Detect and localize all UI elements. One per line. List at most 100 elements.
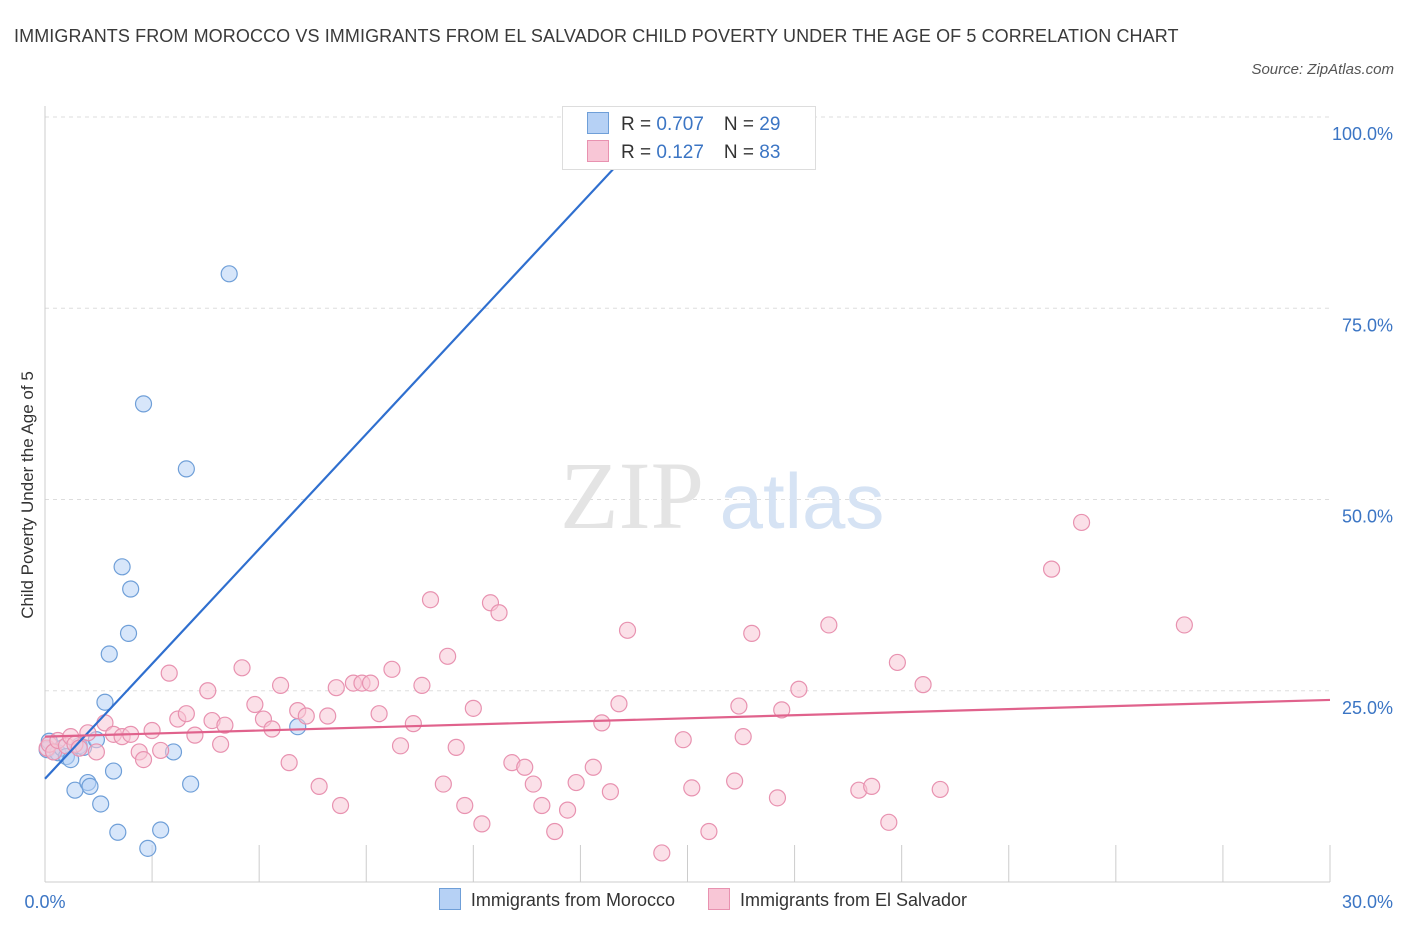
point-morocco [152,821,170,839]
point-elsalvador [618,621,637,639]
point-elsalvador [734,728,752,746]
point-morocco [96,693,114,711]
point-elsalvador [271,676,290,694]
point-elsalvador [297,707,315,725]
point-elsalvador [683,779,701,797]
point-elsalvador [186,726,204,744]
point-elsalvador [567,773,585,792]
trend-line-elsalvador [44,698,1331,738]
point-elsalvador [134,750,153,769]
point-elsalvador [404,715,422,733]
point-elsalvador [370,705,388,723]
point-morocco [134,395,153,413]
point-elsalvador [914,676,932,694]
point-elsalvador [863,777,881,795]
point-morocco [92,795,110,813]
point-elsalvador [1072,513,1091,532]
point-elsalvador [421,591,440,609]
point-elsalvador [888,653,906,672]
point-elsalvador [331,796,350,815]
point-elsalvador [177,705,195,723]
point-elsalvador [773,701,791,719]
x-tick-label: 0.0% [24,892,65,912]
point-elsalvador [456,796,474,815]
point-elsalvador [383,660,401,678]
tick-labels: 25.0% 50.0% 75.0% 100.0% 0.0% 30.0% [24,124,1393,912]
point-elsalvador [931,780,949,799]
chart-title: IMMIGRANTS FROM MOROCCO VS IMMIGRANTS FR… [14,26,1179,46]
y-tick-label: 75.0% [1342,315,1393,335]
point-elsalvador [593,714,611,732]
point-elsalvador [310,777,328,795]
grid-lines [45,116,1330,692]
point-elsalvador [730,697,748,715]
data-points [38,265,1193,862]
x-tick-label: 30.0% [1342,892,1393,912]
point-elsalvador [143,721,161,740]
point-morocco [177,460,195,478]
point-elsalvador [160,664,178,682]
legend-r-value: 0.127 [656,142,704,163]
point-elsalvador [233,659,251,677]
point-elsalvador [87,743,106,761]
point-elsalvador [361,674,380,692]
point-elsalvador [447,738,465,756]
legend-row-morocco: R = 0.707 N = 29 [587,111,780,139]
correlation-legend: R = 0.707 N = 29 R = 0.127 N = 83 [562,106,816,170]
legend-swatch-morocco [438,888,461,910]
point-elsalvador [327,679,345,697]
point-elsalvador [584,758,602,776]
point-elsalvador [524,775,542,793]
watermark-atlas: atlas [720,457,885,545]
point-elsalvador [319,707,337,725]
legend-r-label: R = [621,114,657,135]
point-elsalvador [726,772,744,790]
point-elsalvador [533,796,551,815]
point-elsalvador [790,680,808,698]
point-morocco [100,645,118,663]
point-elsalvador [216,716,234,734]
trend-lines [44,116,1331,780]
legend-r-value: 0.707 [656,114,704,135]
point-elsalvador [653,844,671,862]
point-morocco [220,265,238,283]
y-tick-label: 100.0% [1332,124,1393,144]
point-elsalvador [880,813,898,831]
legend-n-label: N = [723,114,760,135]
point-elsalvador [473,815,491,833]
y-tick-label: 25.0% [1342,698,1393,718]
point-elsalvador [768,789,787,807]
legend-label-elsalvador: Immigrants from El Salvador [739,890,968,910]
point-morocco [104,762,123,780]
legend-swatch-elsalvador [707,888,730,910]
series-legend: Immigrants from Morocco Immigrants from … [0,888,1406,911]
point-morocco [81,777,99,795]
legend-swatch-morocco [587,112,609,134]
legend-swatch-elsalvador [587,140,609,162]
point-elsalvador [610,695,628,713]
legend-item-elsalvador[interactable]: Immigrants from El Salvador [707,888,968,911]
point-elsalvador [439,647,457,665]
y-axis-label: Child Poverty Under the Age of 5 [18,371,37,619]
point-elsalvador [516,758,534,776]
y-tick-label: 50.0% [1342,507,1393,527]
point-elsalvador [700,822,718,841]
point-morocco [122,580,140,598]
legend-n-label: N = [723,142,760,163]
legend-n-value: 83 [759,142,781,163]
legend-row-elsalvador: R = 0.127 N = 83 [587,139,780,167]
point-elsalvador [152,741,170,760]
point-elsalvador [601,783,620,801]
point-elsalvador [280,754,298,772]
point-elsalvador [391,737,410,755]
point-elsalvador [199,682,217,700]
point-morocco [119,624,138,642]
point-elsalvador [1042,560,1061,578]
point-elsalvador [413,676,431,694]
point-elsalvador [70,739,88,757]
legend-item-morocco[interactable]: Immigrants from Morocco [438,888,675,911]
source-credit: Source: ZipAtlas.com [1251,61,1394,78]
watermark: ZIP atlas [560,442,884,549]
point-elsalvador [743,624,761,642]
